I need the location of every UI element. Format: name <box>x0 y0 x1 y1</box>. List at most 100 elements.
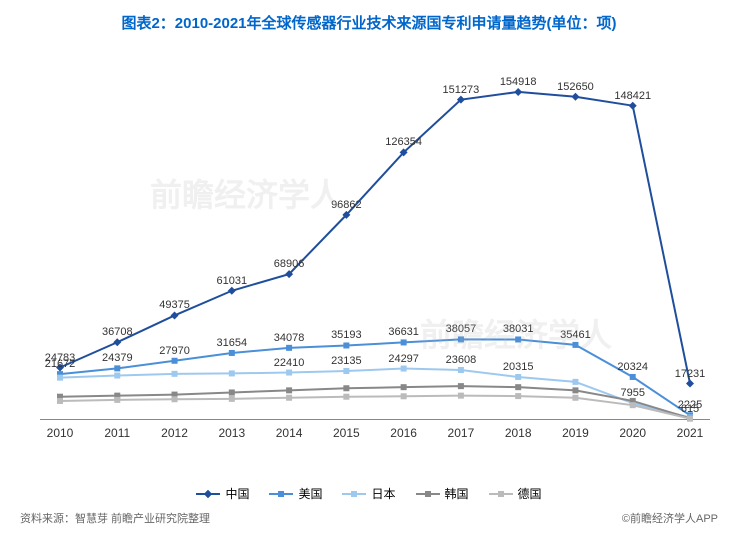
series-marker <box>172 396 178 402</box>
x-tick-label: 2015 <box>333 426 360 440</box>
source-text: 资料来源：智慧芽 前瞻产业研究院整理 <box>20 510 210 526</box>
legend-label: 日本 <box>371 485 395 502</box>
series-marker <box>286 387 292 393</box>
data-label: 38031 <box>503 323 534 335</box>
legend-label: 美国 <box>298 485 322 502</box>
series-marker <box>687 416 693 422</box>
series-marker <box>114 373 120 379</box>
legend-item: 中国 <box>196 485 249 502</box>
data-label: 7955 <box>620 387 644 399</box>
data-label: 20324 <box>617 361 648 373</box>
series-marker <box>630 374 636 380</box>
series-marker <box>458 393 464 399</box>
data-label: 126354 <box>385 136 422 148</box>
data-label: 36631 <box>388 326 419 338</box>
series-marker <box>343 394 349 400</box>
legend: 中国 美国 日本 韩国 德国 <box>0 484 738 503</box>
series-marker <box>458 367 464 373</box>
x-tick-label: 2020 <box>619 426 646 440</box>
series-marker <box>229 389 235 395</box>
series-marker <box>286 395 292 401</box>
data-label: 24379 <box>102 352 133 364</box>
series-marker <box>286 370 292 376</box>
series-marker <box>629 102 637 110</box>
series-marker <box>343 342 349 348</box>
series-marker <box>172 371 178 377</box>
x-tick-label: 2011 <box>104 426 130 440</box>
data-label: 38057 <box>446 323 477 335</box>
series-line <box>60 92 690 384</box>
data-label: 96862 <box>331 199 362 211</box>
legend-label: 中国 <box>225 485 249 502</box>
data-label: 35461 <box>560 329 591 341</box>
series-marker <box>343 385 349 391</box>
legend-item: 日本 <box>342 485 395 502</box>
x-tick-label: 2010 <box>47 426 74 440</box>
series-marker <box>514 88 522 96</box>
series-marker <box>171 311 179 319</box>
plot-area: 2010 2011 2012 2013 2014 2015 2016 2017 2018 2019… <box>40 50 710 450</box>
data-label: 22410 <box>274 357 305 369</box>
series-line <box>60 369 690 418</box>
series-marker <box>57 375 63 381</box>
series-marker <box>57 398 63 404</box>
legend-label: 德国 <box>518 485 542 502</box>
data-label: 49375 <box>159 299 190 311</box>
series-marker <box>515 384 521 390</box>
data-label: 35193 <box>331 329 362 341</box>
data-label: 27970 <box>159 345 190 357</box>
series-marker <box>630 402 636 408</box>
series-line <box>60 396 690 419</box>
series-marker <box>571 93 579 101</box>
series-marker <box>515 393 521 399</box>
series-marker <box>343 368 349 374</box>
data-label: 615 <box>681 403 699 415</box>
series-marker <box>172 358 178 364</box>
legend-item: 德国 <box>489 485 542 502</box>
series-marker <box>401 393 407 399</box>
series-marker <box>572 387 578 393</box>
series-marker <box>286 345 292 351</box>
data-label: 34078 <box>274 332 305 344</box>
series-marker <box>515 336 521 342</box>
x-tick-label: 2018 <box>505 426 532 440</box>
data-label: 20315 <box>503 361 534 373</box>
series-marker <box>572 395 578 401</box>
copyright-text: ©前瞻经济学人APP <box>622 510 718 526</box>
series-marker <box>229 370 235 376</box>
series-marker <box>229 350 235 356</box>
data-label: 36708 <box>102 326 133 338</box>
series-marker <box>572 379 578 385</box>
data-label: 61031 <box>217 275 248 287</box>
data-label: 23135 <box>331 355 362 367</box>
series-marker <box>113 338 121 346</box>
series-marker <box>114 365 120 371</box>
chart-title: 图表2：2010-2021年全球传感器行业技术来源国专利申请量趋势(单位：项) <box>0 0 738 33</box>
lines-svg <box>40 50 710 450</box>
data-label: 152650 <box>557 81 594 93</box>
data-label: 68906 <box>274 258 305 270</box>
legend-item: 韩国 <box>416 485 469 502</box>
x-tick-label: 2016 <box>390 426 417 440</box>
legend-item: 美国 <box>269 485 322 502</box>
x-tick-label: 2021 <box>677 426 704 440</box>
data-label: 148421 <box>614 90 651 102</box>
data-label: 17231 <box>675 368 706 380</box>
series-marker <box>401 339 407 345</box>
series-marker <box>458 336 464 342</box>
series-marker <box>228 287 236 295</box>
x-tick-label: 2014 <box>276 426 303 440</box>
data-label: 154918 <box>500 76 537 88</box>
data-label: 23608 <box>446 354 477 366</box>
x-tick-label: 2019 <box>562 426 589 440</box>
x-tick-label: 2017 <box>448 426 475 440</box>
x-tick-label: 2013 <box>218 426 245 440</box>
series-marker <box>401 384 407 390</box>
data-label: 24297 <box>388 353 419 365</box>
series-line <box>60 386 690 418</box>
series-line <box>60 339 690 415</box>
series-marker <box>401 366 407 372</box>
series-marker <box>229 396 235 402</box>
x-tick-label: 2012 <box>161 426 188 440</box>
legend-label: 韩国 <box>445 485 469 502</box>
